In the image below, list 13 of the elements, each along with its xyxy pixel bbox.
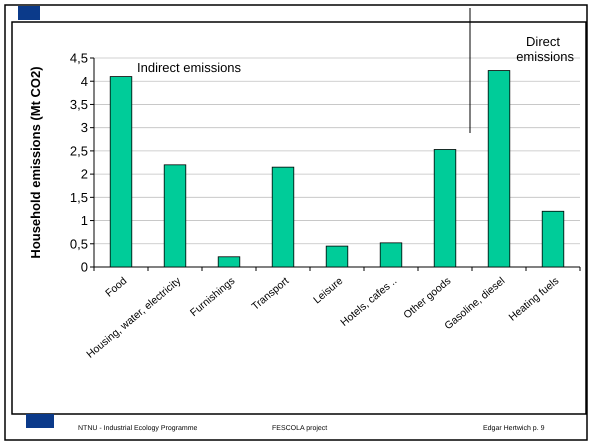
- annotation: Direct emissions: [516, 34, 574, 64]
- y-tick-label: 1: [80, 213, 88, 228]
- y-tick-label: 4: [80, 74, 88, 89]
- y-tick-label: 2,5: [70, 143, 88, 158]
- y-tick-label: 0: [80, 260, 88, 275]
- y-tick-label: 3,5: [70, 96, 88, 112]
- y-tick-label: 0,5: [70, 236, 88, 252]
- y-tick-label: 2: [80, 166, 88, 182]
- annotation: Indirect emissions: [137, 60, 242, 75]
- y-tick-label: 3: [80, 120, 88, 136]
- y-axis-title: Household emissions (Mt CO2): [28, 66, 43, 259]
- y-tick-label: 4,5: [70, 50, 88, 66]
- y-tick-label: 1,5: [70, 190, 88, 205]
